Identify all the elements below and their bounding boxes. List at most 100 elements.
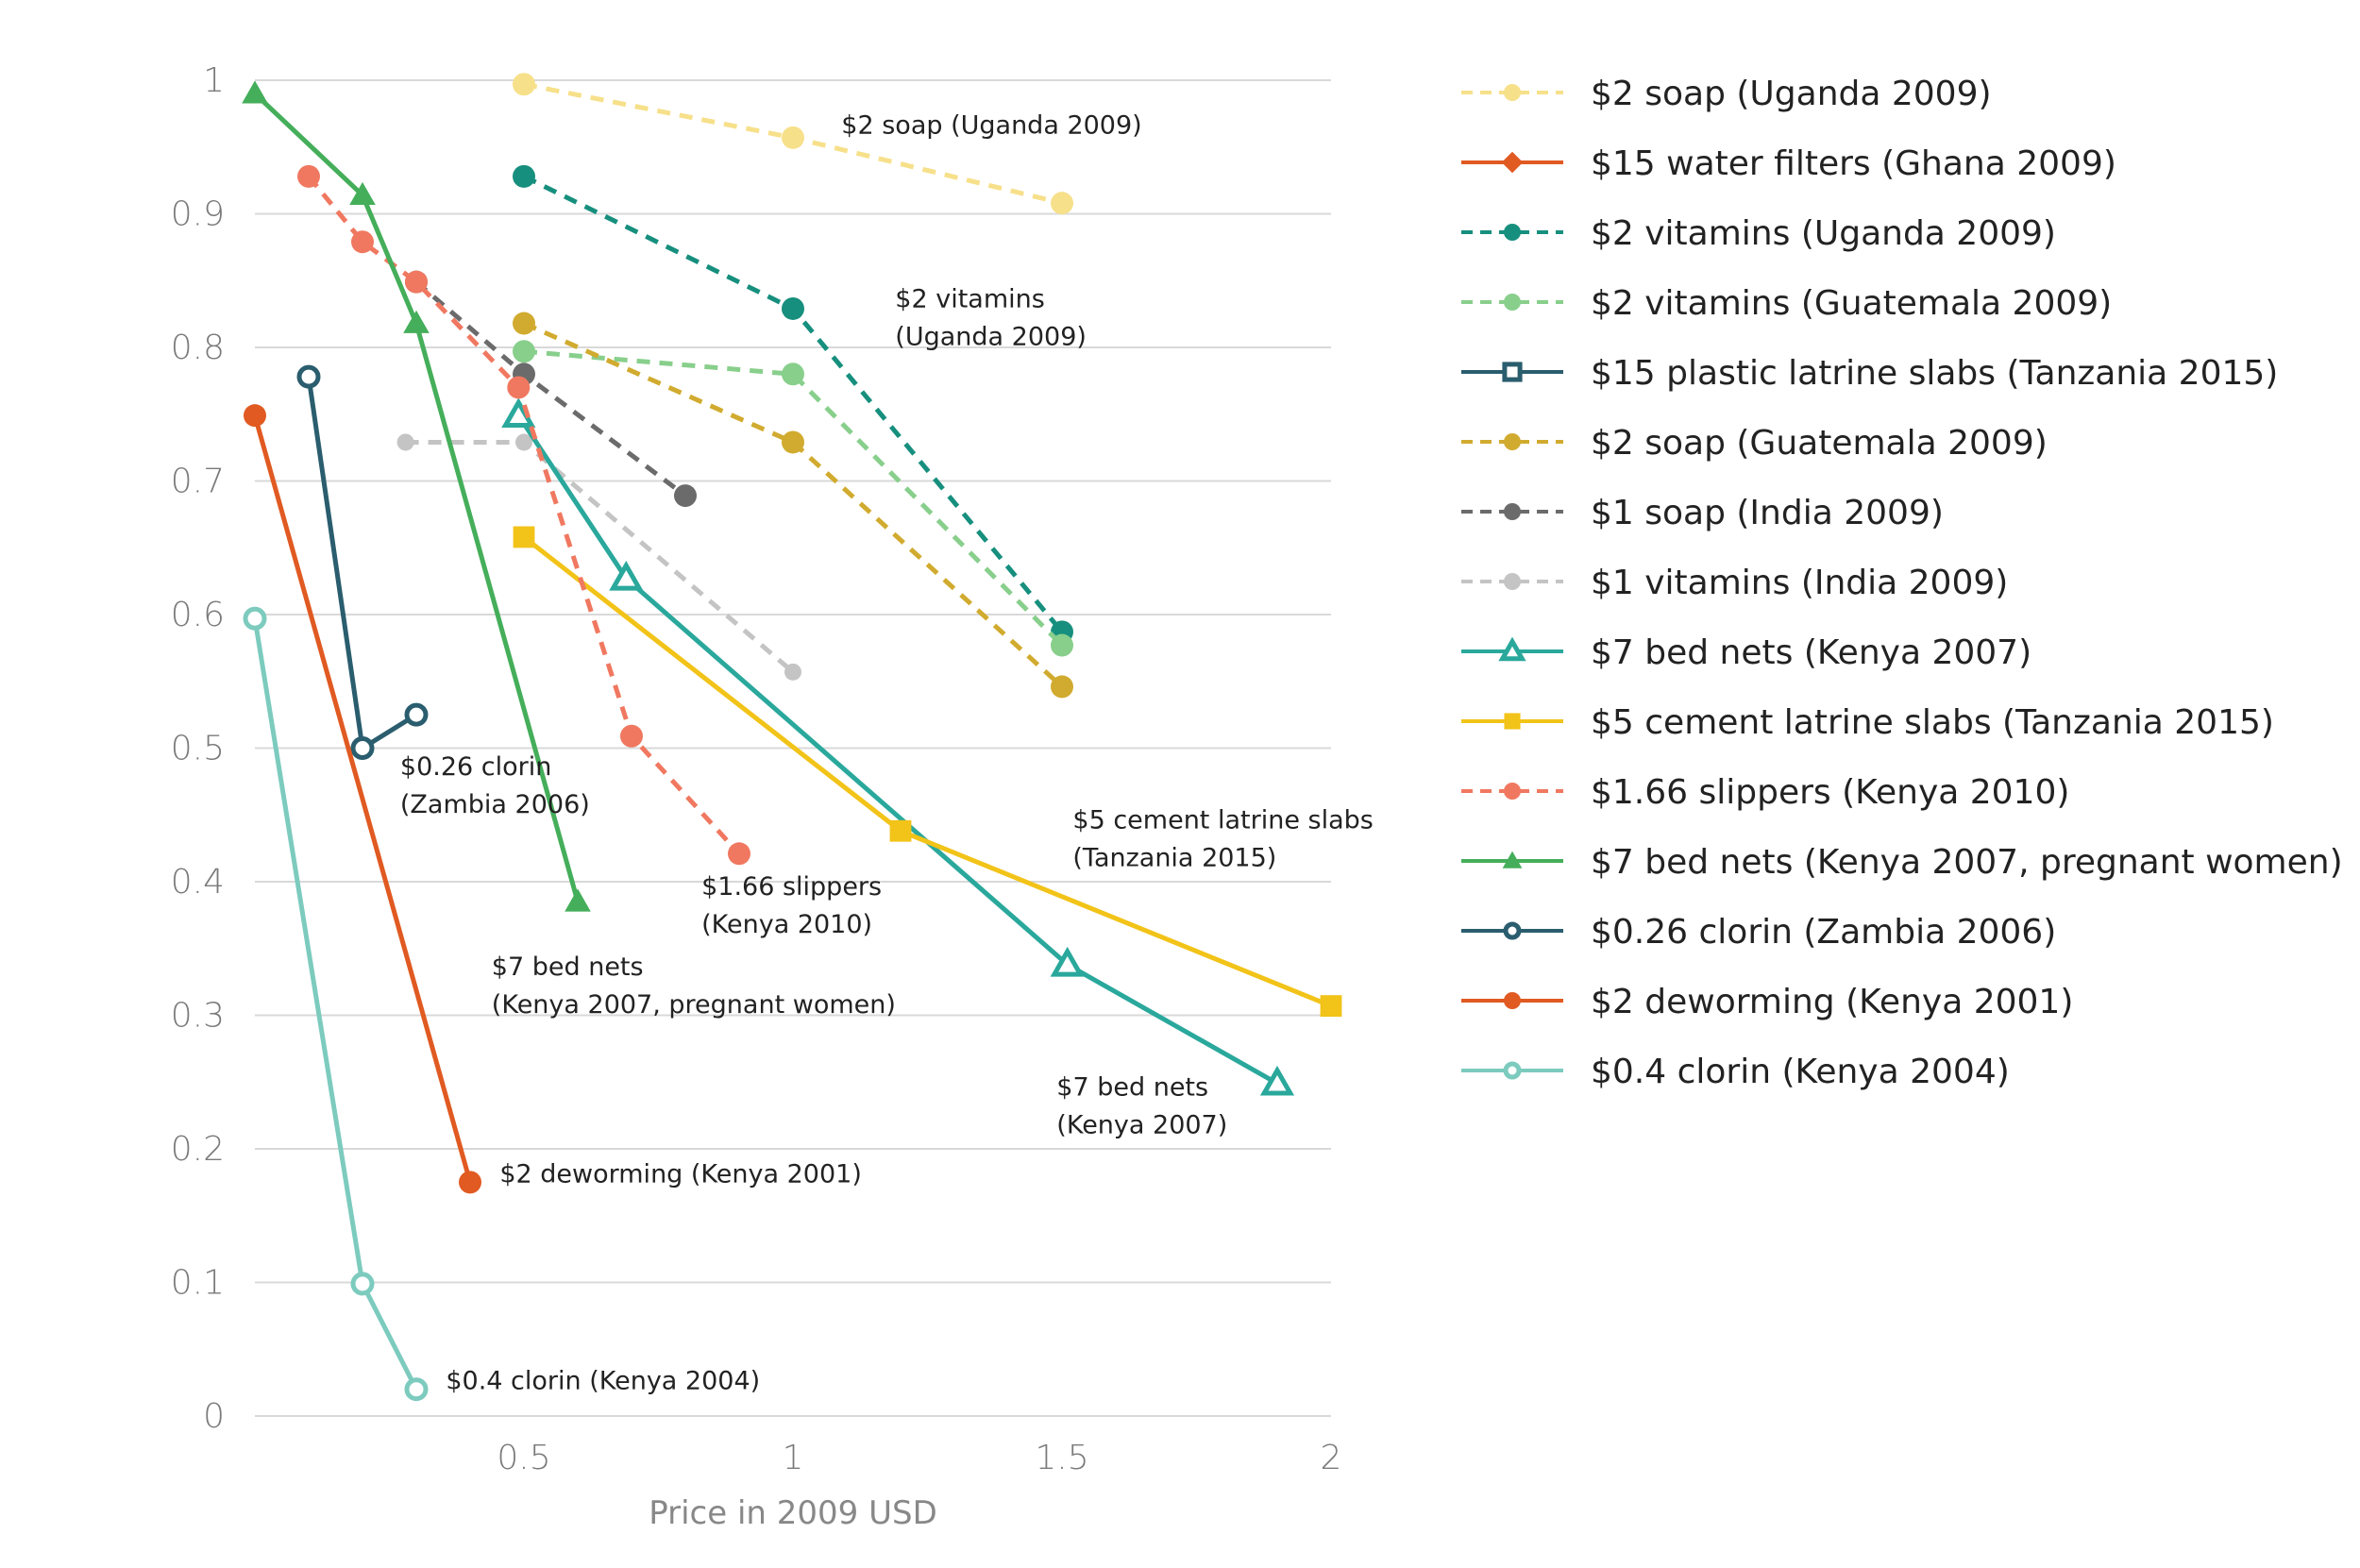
series-annotation: (Kenya 2010) xyxy=(701,910,872,939)
series-line xyxy=(307,175,741,855)
data-point xyxy=(403,310,430,333)
data-point xyxy=(513,164,535,188)
data-point xyxy=(242,80,268,104)
legend-label: $7 bed nets (Kenya 2007, pregnant women) xyxy=(1591,843,2343,882)
series-2-deworming-kenya-2001 xyxy=(244,404,481,1194)
data-point xyxy=(244,404,266,428)
series-0-4-clorin-kenya-2004 xyxy=(243,606,429,1402)
series-2-vitamins-guatemala-2009 xyxy=(513,340,1073,657)
data-point xyxy=(1050,946,1085,977)
legend-swatch-marker xyxy=(1503,1061,1522,1080)
data-point xyxy=(728,842,750,866)
legend-swatch-marker xyxy=(1504,503,1521,520)
series-7-bed-nets-kenya-2007-pregnant-women xyxy=(242,80,591,912)
data-point xyxy=(459,1171,481,1194)
data-point xyxy=(243,606,267,631)
series-annotation: $2 soap (Uganda 2009) xyxy=(841,111,1141,141)
x-tick-label: 1 xyxy=(783,1439,804,1477)
series-line xyxy=(252,617,419,1391)
y-tick-label: 0.8 xyxy=(171,329,225,367)
legend-swatch-marker xyxy=(1504,84,1521,101)
y-tick-label: 0.2 xyxy=(171,1130,225,1169)
data-point xyxy=(782,362,804,386)
legend-item-2-vitamins-guatemala-2009: $2 vitamins (Guatemala 2009) xyxy=(1461,284,2112,323)
y-tick-label: 0.5 xyxy=(171,730,225,768)
y-tick-label: 0.6 xyxy=(171,596,225,634)
series-1-vitamins-india-2009 xyxy=(396,433,801,681)
data-point xyxy=(404,1377,429,1402)
x-tick-label: 2 xyxy=(1321,1439,1342,1477)
legend-swatch-marker xyxy=(1504,783,1521,800)
data-point xyxy=(782,296,804,320)
legend-item-2-soap-uganda-2009: $2 soap (Uganda 2009) xyxy=(1461,75,1992,113)
legend-label: $0.4 clorin (Kenya 2004) xyxy=(1591,1053,2010,1091)
series-7-bed-nets-kenya-2007 xyxy=(501,397,1295,1096)
data-point xyxy=(782,126,804,149)
series-line xyxy=(522,534,1332,1008)
data-point xyxy=(350,1272,375,1296)
y-tick-label: 0.1 xyxy=(171,1264,225,1303)
series-annotation: $5 cement latrine slabs xyxy=(1072,805,1373,835)
series-annotation: $2 vitamins xyxy=(895,285,1045,314)
legend-label: $15 plastic latrine slabs (Tanzania 2015… xyxy=(1591,354,2278,393)
series-line xyxy=(306,376,418,750)
legend-swatch-marker xyxy=(1504,573,1521,590)
legend-label: $2 soap (Guatemala 2009) xyxy=(1591,424,2048,463)
series-annotation: $7 bed nets xyxy=(492,953,644,982)
data-point xyxy=(609,560,644,591)
data-point xyxy=(889,819,912,842)
data-point xyxy=(782,430,804,454)
series-line xyxy=(516,413,1279,1086)
legend-swatch-marker xyxy=(1504,294,1521,311)
legend-swatch-marker xyxy=(1501,151,1524,174)
legend-label: $1 soap (India 2009) xyxy=(1591,494,1944,532)
y-axis-ticks: 0 0.1 0.2 0.3 0.4 0.5 0.6 0.7 0.8 0.9 1 xyxy=(171,61,225,1436)
data-point xyxy=(513,73,535,96)
y-tick-label: 1 xyxy=(203,61,225,100)
legend-swatch-marker xyxy=(1504,992,1521,1009)
series-line xyxy=(253,92,581,902)
legend-item-0-4-clorin-kenya-2004: $0.4 clorin (Kenya 2004) xyxy=(1461,1053,2010,1091)
legend-swatch-marker xyxy=(1502,851,1523,868)
legend-label: $1.66 slippers (Kenya 2010) xyxy=(1591,773,2069,812)
data-point xyxy=(349,181,376,206)
legend-label: $2 vitamins (Uganda 2009) xyxy=(1591,214,2056,253)
legend-item-7-bed-nets-kenya-2007-pregnant-women: $7 bed nets (Kenya 2007, pregnant women) xyxy=(1461,843,2343,882)
series-line xyxy=(405,439,795,674)
data-point xyxy=(784,663,801,681)
legend-item-1-soap-india-2009: $1 soap (India 2009) xyxy=(1461,494,1944,532)
data-point xyxy=(513,312,535,335)
data-point xyxy=(674,484,697,508)
series-annotation: (Kenya 2007, pregnant women) xyxy=(492,990,896,1020)
series-1-66-slippers-kenya-2010 xyxy=(297,164,750,866)
legend-swatch-marker xyxy=(1504,433,1521,450)
legend-swatch-marker xyxy=(1503,921,1522,940)
y-tick-label: 0.7 xyxy=(171,463,225,501)
data-point xyxy=(351,230,374,254)
series-annotation: (Kenya 2007) xyxy=(1056,1110,1227,1139)
series-annotation: $0.4 clorin (Kenya 2004) xyxy=(446,1367,760,1396)
data-point xyxy=(405,270,428,294)
legend-item-2-vitamins-uganda-2009: $2 vitamins (Uganda 2009) xyxy=(1461,214,2056,253)
y-tick-label: 0.3 xyxy=(171,997,225,1036)
data-point xyxy=(1051,633,1073,657)
data-point xyxy=(396,433,414,451)
y-tick-label: 0.9 xyxy=(171,195,225,234)
y-tick-label: 0 xyxy=(203,1397,225,1436)
legend-item-0-26-clorin-zambia-2006: $0.26 clorin (Zambia 2006) xyxy=(1461,913,2056,952)
data-point xyxy=(565,888,591,912)
x-axis-title: Price in 2009 USD xyxy=(649,1494,937,1532)
legend-swatch-marker xyxy=(1504,713,1521,730)
data-point xyxy=(513,340,535,363)
series-annotation: $1.66 slippers xyxy=(701,872,882,902)
data-point xyxy=(620,724,643,748)
legend-label: $15 water filters (Ghana 2009) xyxy=(1591,144,2116,183)
series-line xyxy=(523,348,1064,648)
legend-label: $2 vitamins (Guatemala 2009) xyxy=(1591,284,2112,323)
series-annotation: $2 deworming (Kenya 2001) xyxy=(499,1159,862,1189)
data-point xyxy=(404,702,429,727)
legend-label: $2 soap (Uganda 2009) xyxy=(1591,75,1992,113)
legend-item-7-bed-nets-kenya-2007: $7 bed nets (Kenya 2007) xyxy=(1461,633,2031,672)
legend-item-2-deworming-kenya-2001: $2 deworming (Kenya 2001) xyxy=(1461,983,2073,1021)
